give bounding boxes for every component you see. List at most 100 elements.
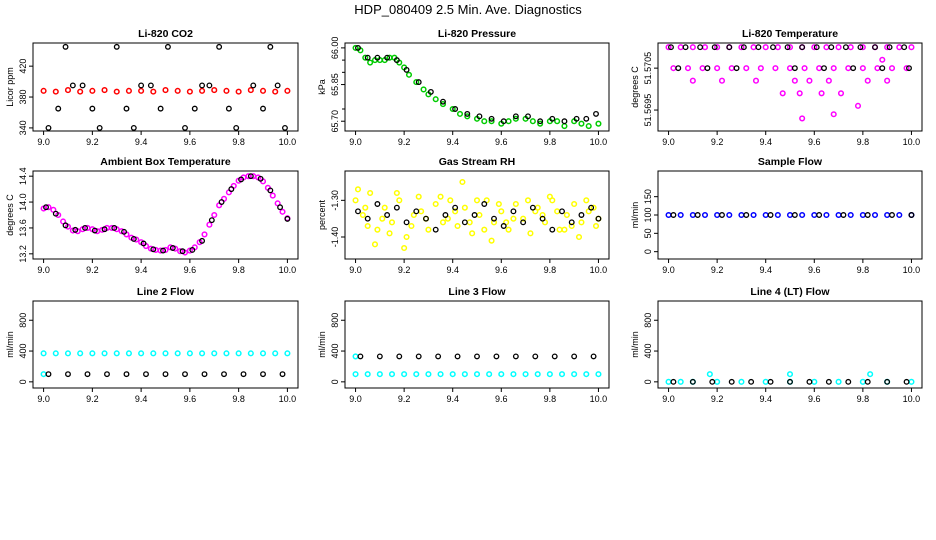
- data-point: [558, 371, 566, 378]
- data-point: [381, 204, 388, 211]
- data-point: [595, 371, 602, 378]
- data-point: [89, 105, 96, 112]
- data-point: [561, 118, 568, 125]
- data-point: [89, 350, 96, 357]
- data-point: [488, 237, 495, 244]
- data-point: [432, 200, 439, 208]
- y-tick-label: 800: [18, 313, 28, 328]
- data-point: [859, 65, 866, 72]
- data-point: [45, 124, 52, 131]
- y-tick-label: 340: [18, 120, 28, 135]
- x-tick-label: 10.0: [903, 394, 921, 404]
- data-point: [847, 211, 854, 219]
- data-point: [529, 204, 536, 211]
- data-point: [486, 371, 493, 378]
- series-cyan: [352, 353, 602, 378]
- data-point: [859, 44, 866, 51]
- panel-2: Li-820 Pressure 9.0 9.2 9.4 9.6 9.8 10.0 65.70 6…: [317, 28, 610, 147]
- data-point: [908, 378, 915, 385]
- data-point: [701, 211, 709, 219]
- data-point: [571, 371, 578, 378]
- data-point: [40, 371, 47, 378]
- data-point: [665, 378, 672, 385]
- data-point: [466, 219, 473, 226]
- data-point: [413, 371, 420, 378]
- data-point: [813, 44, 820, 51]
- data-point: [284, 215, 291, 222]
- data-point: [706, 371, 713, 378]
- data-point: [123, 371, 130, 378]
- data-point: [799, 211, 806, 219]
- data-point: [413, 79, 420, 86]
- data-point: [396, 197, 403, 204]
- data-point: [64, 350, 72, 357]
- x-tick-label: 9.4: [135, 265, 148, 275]
- data-point: [396, 353, 403, 360]
- data-point: [362, 204, 369, 211]
- data-point: [415, 79, 422, 86]
- data-point: [427, 88, 434, 95]
- data-point: [272, 88, 279, 95]
- data-point: [701, 44, 709, 51]
- data-point: [376, 371, 383, 378]
- data-point: [45, 204, 52, 211]
- x-tick-label: 9.6: [808, 137, 821, 147]
- data-point: [101, 350, 108, 357]
- data-point: [393, 204, 400, 211]
- x-tick-label: 9.4: [135, 137, 148, 147]
- data-point: [408, 222, 415, 230]
- data-point: [670, 378, 677, 385]
- data-point: [512, 115, 519, 122]
- panel-title: Line 3 Flow: [448, 286, 506, 298]
- data-point: [425, 371, 432, 378]
- x-tick-label: 9.2: [398, 394, 411, 404]
- panel-title: Li-820 Temperature: [742, 28, 838, 40]
- data-point: [454, 353, 461, 360]
- y-tick-label: 0: [643, 249, 653, 254]
- panel-title: Gas Stream RH: [439, 156, 515, 168]
- data-point: [432, 96, 439, 103]
- data-point: [546, 193, 553, 200]
- data-point: [362, 54, 369, 61]
- data-point: [791, 212, 798, 218]
- x-tick-label: 9.6: [808, 394, 821, 404]
- data-point: [62, 222, 69, 229]
- data-point: [578, 120, 585, 127]
- data-point: [481, 118, 488, 125]
- data-point: [440, 98, 446, 105]
- data-point: [191, 105, 198, 112]
- series-magenta: [40, 173, 291, 256]
- data-point: [537, 118, 544, 125]
- data-point: [223, 87, 230, 94]
- y-tick-label: 380: [18, 90, 28, 105]
- data-point: [488, 115, 495, 122]
- data-point: [539, 215, 546, 222]
- data-point: [551, 353, 558, 360]
- data-point: [583, 115, 590, 122]
- data-point: [556, 226, 563, 233]
- x-tick-label: 9.2: [398, 137, 411, 147]
- data-point: [260, 105, 266, 112]
- data-point: [675, 65, 682, 72]
- data-point: [235, 88, 242, 95]
- data-point: [45, 371, 52, 378]
- data-point: [694, 212, 701, 218]
- data-point: [901, 44, 908, 51]
- data-point: [247, 87, 254, 94]
- data-point: [748, 378, 755, 385]
- series-black: [668, 44, 912, 72]
- data-point: [537, 120, 544, 127]
- data-point: [879, 56, 886, 63]
- data-point: [825, 77, 832, 84]
- data-point: [69, 82, 76, 89]
- panel-3: Li-820 Temperature 9.0 9.2 9.4 9.6 9.8 10.0 51.…: [630, 28, 923, 147]
- x-tick-label: 9.2: [86, 265, 99, 275]
- data-point: [64, 87, 72, 94]
- x-tick-label: 9.6: [495, 265, 508, 275]
- data-point: [374, 201, 381, 207]
- x-tick-label: 9.6: [495, 137, 508, 147]
- data-point: [786, 65, 794, 72]
- data-point: [684, 65, 692, 72]
- data-point: [786, 211, 794, 219]
- data-point: [77, 88, 84, 95]
